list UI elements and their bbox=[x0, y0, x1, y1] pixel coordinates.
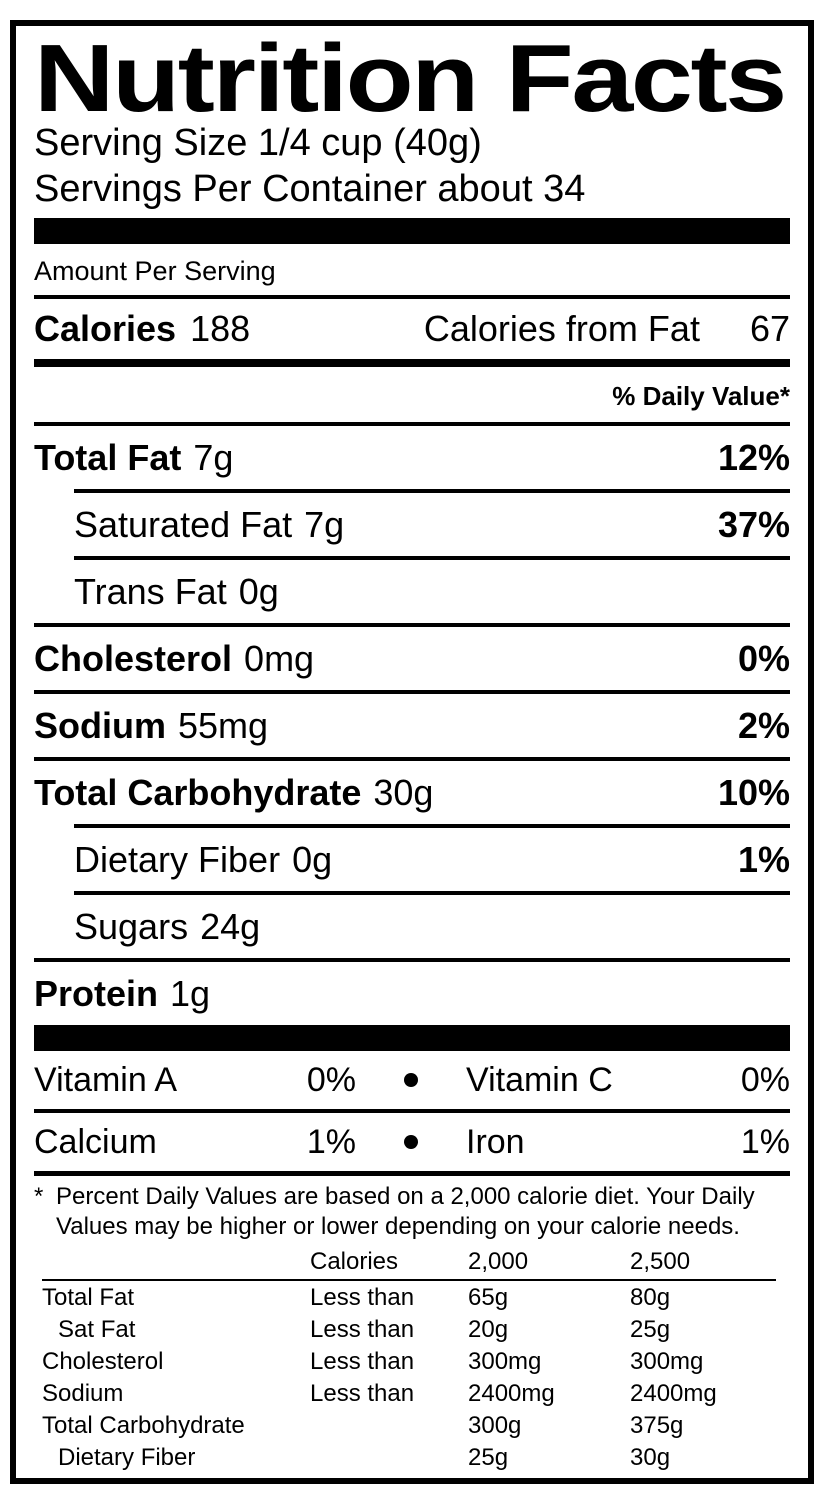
nutrient-row-trans-fat: Trans Fat 0g bbox=[34, 560, 790, 623]
separator bbox=[34, 295, 790, 299]
calories-from-fat-value: 67 bbox=[749, 308, 790, 349]
bullet-icon bbox=[356, 1135, 466, 1149]
vitamin-name: Iron bbox=[466, 1122, 525, 1161]
nutrient-amount: 55mg bbox=[178, 704, 269, 746]
table-row-total-fat: Total Fat Less than 65g 80g bbox=[42, 1284, 671, 1311]
calories-row: Calories 188 Calories from Fat 67 bbox=[34, 299, 790, 359]
serving-size-text: Serving Size 1/4 cup (40g) bbox=[34, 122, 482, 164]
vitamin-value: 1% bbox=[740, 1122, 790, 1161]
table-header-row: Calories 2,000 2,500 bbox=[42, 1246, 790, 1278]
separator bbox=[34, 958, 790, 962]
daily-value-header: % Daily Value* bbox=[612, 381, 790, 411]
nutrient-name: Protein bbox=[34, 972, 159, 1014]
nutrient-amount: 0g bbox=[292, 838, 333, 880]
table-row-sodium: Sodium Less than 2400mg 2400mg bbox=[42, 1380, 717, 1407]
nutrient-row-total-fat: Total Fat 7g 12% bbox=[34, 426, 790, 489]
vitamin-row-a-c: Vitamin A 0% Vitamin C 0% bbox=[34, 1051, 790, 1109]
nutrient-row-dietary-fiber: Dietary Fiber 0g 1% bbox=[34, 828, 790, 891]
nutrient-amount: 7g bbox=[193, 436, 234, 478]
nutrient-daily-value: 2% bbox=[737, 704, 790, 746]
separator bbox=[34, 690, 790, 694]
nutrient-name: Sugars bbox=[74, 905, 189, 947]
nutrient-row-sodium: Sodium 55mg 2% bbox=[34, 694, 790, 757]
table-header-separator bbox=[42, 1279, 776, 1281]
nutrient-name: Dietary Fiber bbox=[74, 838, 281, 880]
separator-indented bbox=[74, 824, 790, 828]
amount-per-serving-label: Amount Per Serving bbox=[34, 256, 276, 286]
thick-separator bbox=[34, 359, 790, 367]
vitamin-name: Calcium bbox=[34, 1122, 157, 1161]
calories-from-fat-label: Calories from Fat bbox=[423, 308, 700, 349]
vitamin-row-calcium-iron: Calcium 1% Iron 1% bbox=[34, 1113, 790, 1171]
nutrient-row-saturated-fat: Saturated Fat 7g 37% bbox=[34, 493, 790, 556]
nutrient-amount: 1g bbox=[170, 972, 211, 1014]
footnote-asterisk: * bbox=[34, 1183, 44, 1210]
nutrient-amount: 24g bbox=[200, 905, 261, 947]
separator-indented bbox=[74, 891, 790, 895]
separator bbox=[34, 623, 790, 627]
vitamin-name: Vitamin A bbox=[34, 1060, 178, 1099]
nutrient-row-protein: Protein 1g bbox=[34, 962, 790, 1025]
vitamin-value: 0% bbox=[306, 1060, 356, 1099]
nutrition-facts-label: Nutrition Facts Serving Size 1/4 cup (40… bbox=[10, 20, 814, 1484]
separator bbox=[34, 422, 790, 426]
daily-values-table: Calories 2,000 2,500 Total Fat Less than… bbox=[34, 1246, 790, 1474]
footnote: * Percent Daily Values are based on a 2,… bbox=[34, 1176, 790, 1242]
nutrient-name: Sodium bbox=[34, 704, 166, 746]
table-header-2000: 2,000 bbox=[468, 1248, 529, 1275]
thick-divider-bar bbox=[34, 1025, 790, 1051]
vitamin-name: Vitamin C bbox=[466, 1060, 613, 1099]
nutrient-row-sugars: Sugars 24g bbox=[34, 895, 790, 958]
nutrient-daily-value: 12% bbox=[717, 436, 790, 478]
nutrient-amount: 7g bbox=[304, 503, 345, 545]
table-row-cholesterol: Cholesterol Less than 300mg 300mg bbox=[42, 1348, 704, 1375]
footnote-text: Percent Daily Values are based on a 2,00… bbox=[56, 1182, 755, 1242]
calories-from-fat-group: Calories from Fat 67 bbox=[424, 308, 790, 350]
calories-label: Calories bbox=[34, 308, 177, 349]
nutrient-name: Total Fat bbox=[34, 436, 182, 478]
servings-per-container-text: Servings Per Container about 34 bbox=[34, 168, 586, 210]
nutrient-daily-value: 37% bbox=[717, 503, 790, 545]
vitamin-value: 1% bbox=[306, 1122, 356, 1161]
calories-group: Calories 188 bbox=[34, 308, 250, 350]
separator-medium bbox=[34, 1171, 790, 1176]
nutrient-daily-value: 10% bbox=[717, 771, 790, 813]
nutrient-amount: 0g bbox=[238, 570, 279, 612]
footnote-line-2: Values may be higher or lower depending … bbox=[56, 1213, 740, 1240]
vitamin-value: 0% bbox=[740, 1060, 790, 1099]
separator-indented bbox=[74, 489, 790, 493]
footnote-line-1: Percent Daily Values are based on a 2,00… bbox=[56, 1183, 755, 1210]
table-row-total-carbohydrate: Total Carbohydrate 300g 375g bbox=[42, 1412, 684, 1439]
nutrient-name: Trans Fat bbox=[74, 570, 227, 612]
table-header-2500: 2,500 bbox=[630, 1248, 691, 1275]
separator bbox=[34, 1109, 790, 1113]
table-row-sat-fat: Sat Fat Less than 20g 25g bbox=[58, 1316, 671, 1343]
table-row-dietary-fiber: Dietary Fiber 25g 30g bbox=[58, 1444, 671, 1471]
thick-divider-bar bbox=[34, 218, 790, 244]
nutrient-name: Saturated Fat bbox=[74, 503, 293, 545]
separator bbox=[34, 757, 790, 761]
nutrient-row-cholesterol: Cholesterol 0mg 0% bbox=[34, 627, 790, 690]
nutrient-amount: 0mg bbox=[244, 637, 315, 679]
nutrient-daily-value: 0% bbox=[737, 637, 790, 679]
nutrient-daily-value: 1% bbox=[737, 838, 790, 880]
label-title: Nutrition Facts bbox=[34, 25, 787, 132]
separator-indented bbox=[74, 556, 790, 560]
nutrient-row-total-carbohydrate: Total Carbohydrate 30g 10% bbox=[34, 761, 790, 824]
nutrient-amount: 30g bbox=[373, 771, 434, 813]
bullet-icon bbox=[356, 1073, 466, 1087]
calories-value: 188 bbox=[190, 308, 251, 349]
nutrient-name: Total Carbohydrate bbox=[34, 771, 362, 813]
nutrient-name: Cholesterol bbox=[34, 637, 233, 679]
table-header-calories: Calories bbox=[310, 1248, 399, 1275]
